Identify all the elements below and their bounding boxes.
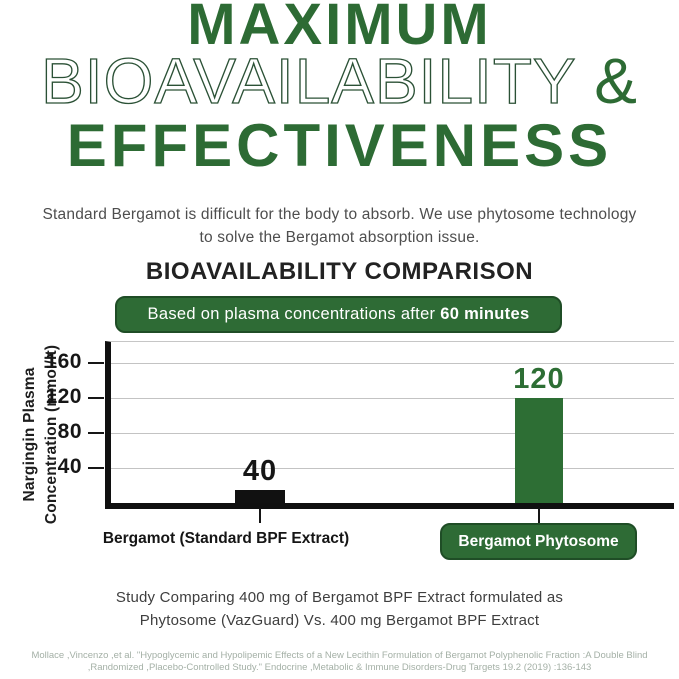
x-tick-mark-1: [538, 508, 540, 523]
plasma-badge-bold-text: 60 minutes: [440, 305, 530, 323]
intro-text: Standard Bergamot is difficult for the b…: [0, 203, 679, 250]
y-axis-title-line2: Concentration (mmol/lt): [43, 344, 61, 525]
plasma-badge-text: Based on plasma concentrations after: [147, 305, 441, 323]
gridline-40: [111, 468, 674, 469]
bar-0: [235, 490, 285, 503]
headline-maximum: MAXIMUM: [187, 0, 492, 57]
y-tick-mark-120: [88, 397, 104, 399]
plot-area: [105, 341, 674, 509]
bar-1: [515, 398, 563, 503]
y-tick-mark-40: [88, 467, 104, 469]
citation: Mollace ,Vincenzo ,et al. "Hypoglycemic …: [0, 650, 679, 674]
study-note: Study Comparing 400 mg of Bergamot BPF E…: [0, 586, 679, 633]
citation-line2: ,Randomized ,Placebo-Controlled Study." …: [87, 661, 592, 673]
study-note-line1: Study Comparing 400 mg of Bergamot BPF E…: [115, 589, 564, 606]
y-axis-title: Nargingin Plasma Concentration (mmol/lt): [19, 337, 64, 532]
chart-title: BIOAVAILABILITY COMPARISON: [145, 258, 534, 285]
category-badge-phytosome: Bergamot Phytosome: [440, 523, 637, 560]
gridline-120: [111, 398, 674, 399]
citation-line1: Mollace ,Vincenzo ,et al. "Hypoglycemic …: [31, 650, 648, 661]
headline-bioavailability-text: BIOAVAILABILITY: [40, 45, 595, 117]
study-note-line2: Phytosome (VazGuard) Vs. 400 mg Bergamot…: [139, 612, 540, 630]
intro-line2: to solve the Bergamot absorption issue.: [199, 229, 480, 247]
headline-effectiveness: EFFECTIVENESS: [66, 112, 613, 179]
category-label-standard-extract: Bergamot (Standard BPF Extract): [102, 530, 350, 547]
gridline-80: [111, 433, 674, 434]
headline-bioavailability: BIOAVAILABILITY &: [0, 48, 679, 113]
intro-line1: Standard Bergamot is difficult for the b…: [42, 206, 637, 223]
category-badge-phytosome-label: Bergamot Phytosome: [458, 533, 619, 550]
y-tick-mark-80: [88, 432, 104, 434]
gridline-160: [111, 363, 674, 364]
y-axis-title-line1: Nargingin Plasma: [21, 367, 39, 502]
x-tick-mark-0: [259, 508, 261, 523]
plasma-concentration-badge: Based on plasma concentrations after 60 …: [115, 296, 562, 333]
y-tick-mark-160: [88, 362, 104, 364]
ampersand-glyph: &: [594, 45, 638, 117]
